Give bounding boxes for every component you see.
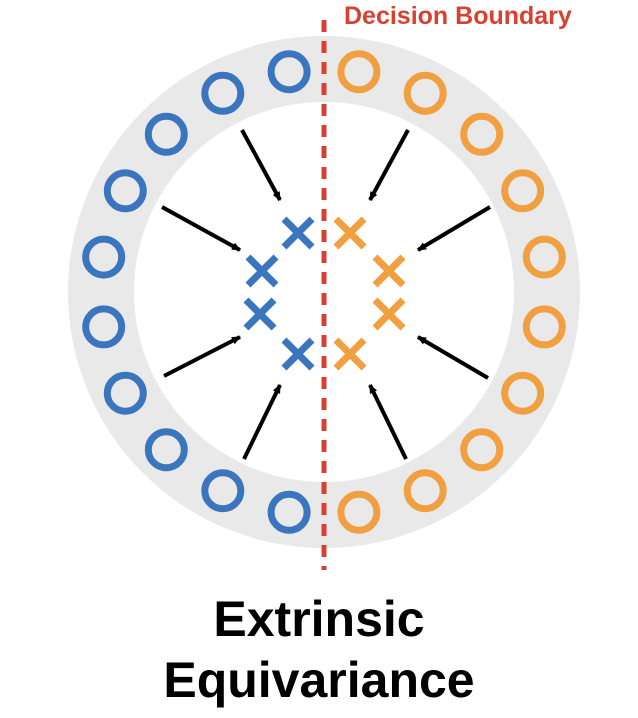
circle-icon [201, 469, 245, 513]
circle-icon [460, 428, 504, 472]
circle-icon [501, 169, 545, 213]
arrow-icon [163, 335, 241, 378]
arrows [161, 129, 492, 460]
circle-icon [337, 50, 381, 94]
cross-icon [243, 297, 277, 331]
circle-markers [82, 50, 566, 534]
arrow-icon [416, 205, 492, 252]
circle-icon [82, 305, 126, 349]
decision-boundary-label: Decision Boundary [344, 2, 572, 30]
arrow-icon [416, 335, 490, 380]
circle-icon [267, 50, 311, 94]
cross-icon [333, 337, 367, 371]
cross-icon [245, 254, 279, 288]
cross-icon [372, 297, 406, 331]
circle-icon [267, 490, 311, 534]
cross-icon [333, 216, 367, 250]
circle-icon [103, 169, 147, 213]
circle-icon [522, 235, 566, 279]
circle-icon [403, 469, 447, 513]
circle-icon [460, 112, 504, 156]
circle-icon [337, 490, 381, 534]
circle-icon [501, 371, 545, 415]
cross-markers [243, 216, 406, 371]
arrow-icon [368, 384, 408, 460]
circle-icon [82, 235, 126, 279]
arrow-icon [242, 384, 282, 460]
arrow-icon [161, 205, 241, 252]
cross-icon [281, 337, 315, 371]
caption-line-2: Equivariance [163, 652, 475, 708]
circle-icon [201, 71, 245, 115]
circle-icon [144, 428, 188, 472]
caption-line-1: Extrinsic [213, 591, 425, 647]
cross-icon [372, 254, 406, 288]
circle-icon [103, 371, 147, 415]
circle-icon [403, 71, 447, 115]
arrow-icon [368, 129, 410, 201]
cross-icon [281, 216, 315, 250]
circle-icon [522, 305, 566, 349]
arrow-icon [240, 129, 282, 201]
circle-icon [144, 112, 188, 156]
